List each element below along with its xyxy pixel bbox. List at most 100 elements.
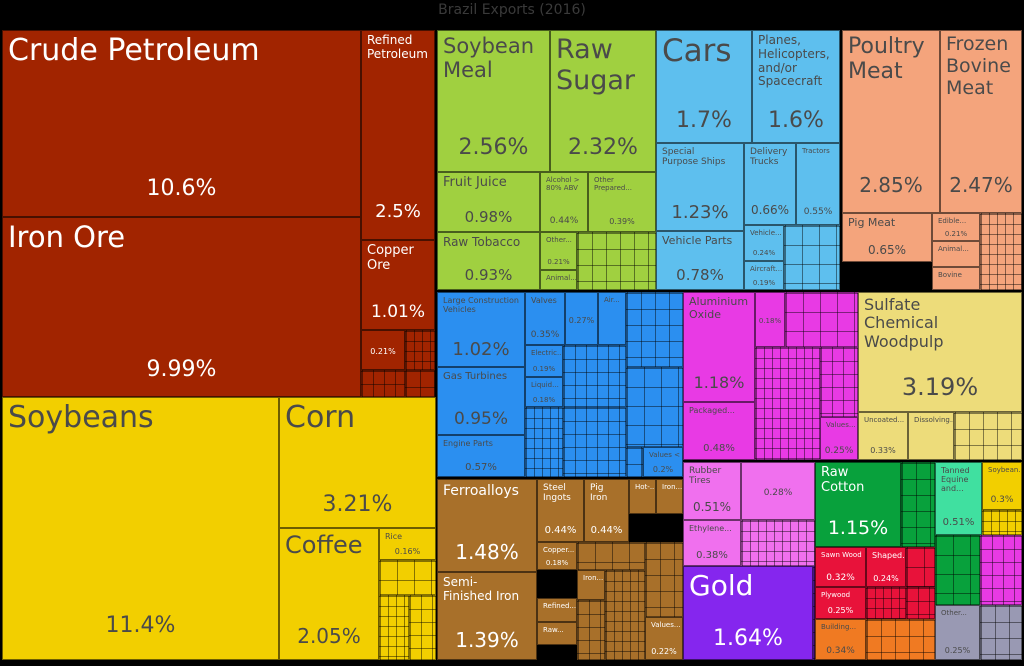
tile-label: Bovine [938, 271, 962, 279]
tile-value: 0.78% [676, 266, 724, 284]
tile-label: Refined Petroleum [367, 33, 428, 61]
tile-value: 1.18% [693, 373, 745, 392]
treemap-tile: Engine Parts 0.57% [437, 435, 525, 477]
tile-value: 0.44% [590, 525, 623, 536]
tile-label: Soybean... [988, 466, 1022, 474]
treemap-tile: Aluminium Oxide 1.18% [683, 292, 755, 402]
tile-label: Values < [649, 451, 680, 459]
treemap-tile: Sulfate Chemical Woodpulp 3.19% [858, 292, 1022, 412]
treemap-tile: Air... [598, 292, 626, 345]
treemap-small-tile [906, 547, 935, 587]
tile-label: Ethylene... [689, 524, 732, 533]
treemap-small-tile [645, 542, 683, 617]
tile-value: 0.34% [826, 646, 855, 656]
tile-label: Animal... [546, 274, 577, 282]
tile-value: 0.3% [990, 495, 1014, 505]
tile-value: 0.38% [696, 550, 728, 561]
treemap-small-tile [866, 619, 935, 660]
tile-value: 0.27% [568, 315, 595, 325]
tile-label: Packaged... [689, 406, 735, 415]
tile-value: 0.18% [532, 396, 556, 404]
tile-value: 0.25% [824, 446, 854, 456]
treemap-tile: Refined Petroleum 2.5% [361, 30, 435, 240]
tile-label: Rice [385, 532, 403, 541]
tile-label: Values... [651, 621, 681, 629]
treemap-tile: Soybeans 11.4% [2, 397, 279, 660]
tile-label: Iron... [583, 574, 604, 582]
treemap-tile: Semi- Finished Iron 1.39% [437, 572, 537, 660]
tile-label: Dissolving... [914, 416, 954, 424]
treemap-small-tile [980, 213, 1022, 290]
tile-value: 0.57% [465, 462, 497, 473]
treemap-tile: Other... 0.21% [540, 232, 577, 270]
tile-label: Crude Petroleum [8, 33, 260, 68]
tile-value: 0.48% [703, 443, 735, 454]
tile-value: 0.35% [530, 330, 560, 340]
treemap-tile: Plywood 0.25% [815, 587, 866, 619]
tile-label: Copper Ore [367, 243, 414, 273]
treemap-small-tile [563, 345, 626, 407]
treemap-tile: Rice 0.16% [379, 528, 436, 560]
treemap-tile: Copper Ore 1.01% [361, 240, 435, 330]
treemap-tile: Hot-... [629, 479, 656, 514]
tile-value: 2.47% [949, 173, 1013, 197]
tile-value: 3.21% [322, 492, 393, 517]
tile-label: Vehicle... [750, 229, 782, 237]
tile-value: 0.95% [453, 409, 508, 429]
treemap-tile: Raw... [537, 622, 577, 645]
tile-label: Hot-... [635, 483, 656, 491]
treemap-tile: 0.27% [565, 292, 598, 345]
tile-label: Rubber Tires [689, 466, 722, 487]
treemap-small-tile [626, 447, 643, 477]
tile-label: Air... [604, 296, 620, 304]
tile-value: 0.18% [758, 317, 782, 325]
tile-value: 2.5% [375, 201, 421, 222]
tile-label: Semi- Finished Iron [443, 575, 520, 603]
tile-value: 2.56% [458, 135, 529, 160]
tile-value: 1.48% [455, 540, 519, 564]
tile-value: 2.05% [297, 624, 361, 648]
tile-label: Iron Ore [8, 220, 126, 254]
treemap-tile: 0.18% [755, 292, 785, 347]
treemap-tile: Refined... [537, 598, 577, 622]
treemap-tile: Soybean... 0.3% [982, 462, 1022, 510]
tile-label: Coffee [285, 531, 363, 559]
treemap-small-tile [577, 600, 605, 660]
tile-label: Valves [531, 296, 557, 305]
tile-label: Uncoated... [864, 416, 905, 424]
tile-value: 0.93% [464, 266, 513, 284]
tile-label: Sulfate Chemical Woodpulp [864, 295, 944, 351]
treemap-tile: Large Construction Vehicles 1.02% [437, 292, 525, 367]
treemap-tile: Building... 0.34% [815, 619, 866, 660]
treemap-tile: Pig Meat 0.65% [842, 213, 932, 262]
chart-title: Brazil Exports (2016) [438, 2, 586, 18]
tile-label: Aluminium Oxide [689, 295, 749, 321]
treemap-tile: Vehicle... 0.24% [744, 225, 784, 261]
treemap-tile: Coffee 2.05% [279, 528, 379, 660]
treemap-tile: Delivery Trucks 0.66% [744, 143, 796, 225]
tile-label: Pig Iron [590, 483, 608, 504]
tile-value: 1.39% [455, 628, 519, 652]
treemap-tile: Cars 1.7% [656, 30, 752, 143]
tile-label: Building... [821, 623, 857, 631]
tile-value: 0.51% [692, 500, 732, 514]
tile-label: Values... [826, 421, 856, 429]
tile-value: 1.23% [671, 202, 729, 223]
treemap-tile: Packaged... 0.48% [683, 402, 755, 460]
treemap-tile: Liquid... 0.18% [525, 377, 563, 407]
tile-label: Shaped... [872, 551, 906, 560]
treemap-tile: Corn 3.21% [279, 397, 436, 528]
tile-label: Steel Ingots [543, 483, 571, 504]
tile-label: Ferroalloys [443, 483, 519, 499]
treemap-small-tile [626, 292, 683, 367]
treemap-small-tile [954, 412, 1022, 460]
tile-label: Animal... [938, 245, 969, 253]
treemap-tile: Animal... [540, 270, 577, 290]
treemap-small-tile [405, 370, 435, 397]
treemap-tile: Crude Petroleum 10.6% [2, 30, 361, 217]
tile-value: 1.7% [676, 108, 732, 133]
treemap-tile: Dissolving... [908, 412, 954, 460]
tile-value: 0.19% [532, 365, 556, 373]
treemap-tile: Rubber Tires 0.51% [683, 462, 741, 520]
tile-label: Planes, Helicopters, and/or Spacecraft [758, 33, 830, 89]
